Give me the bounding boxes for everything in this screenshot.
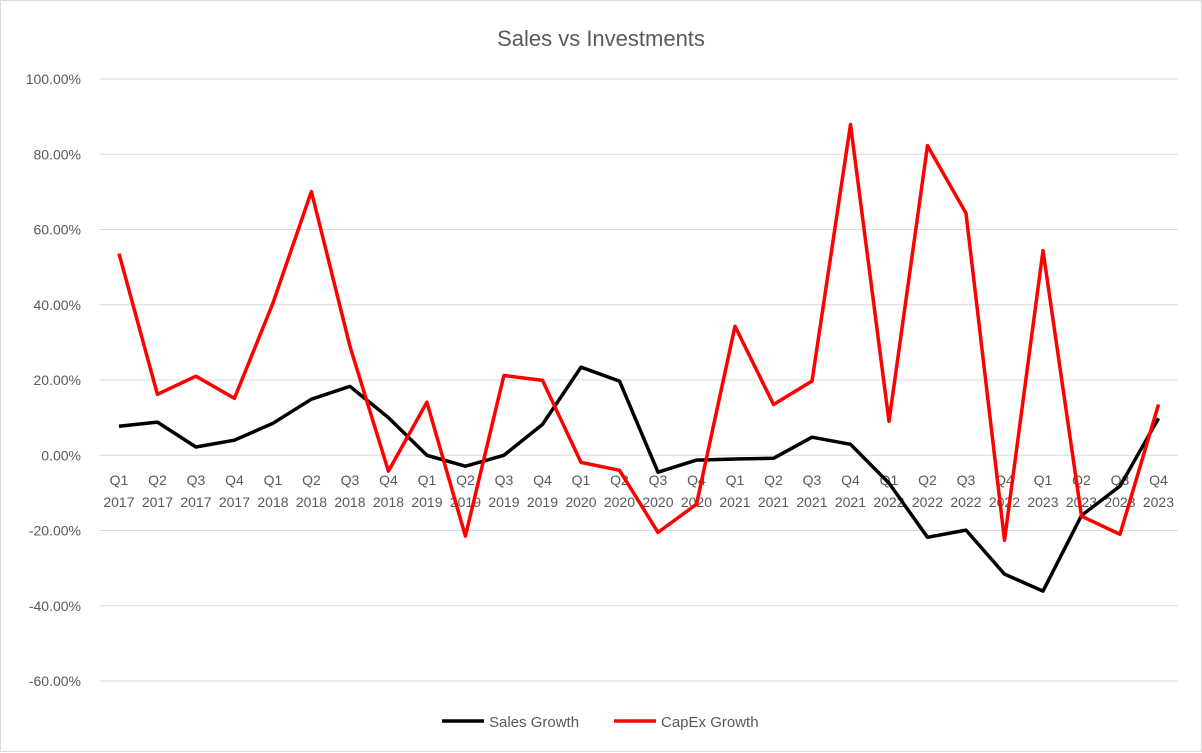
y-tick-label: -20.00% bbox=[29, 523, 81, 539]
x-tick-label: Q2 bbox=[456, 472, 475, 488]
x-tick-label: Q2 bbox=[148, 472, 167, 488]
x-tick-label: Q3 bbox=[341, 472, 360, 488]
x-tick-label: 2017 bbox=[142, 494, 173, 510]
x-tick-label: 2022 bbox=[873, 494, 904, 510]
x-tick-label: Q2 bbox=[918, 472, 937, 488]
x-tick-label: Q3 bbox=[495, 472, 514, 488]
x-tick-label: 2020 bbox=[565, 494, 596, 510]
x-tick-label: 2022 bbox=[950, 494, 981, 510]
x-tick-label: Q4 bbox=[1149, 472, 1168, 488]
x-tick-label: Q1 bbox=[418, 472, 437, 488]
x-tick-label: Q3 bbox=[803, 472, 822, 488]
x-tick-label: 2023 bbox=[1027, 494, 1058, 510]
x-tick-label: Q1 bbox=[726, 472, 745, 488]
y-tick-label: 40.00% bbox=[34, 297, 81, 313]
x-tick-label: Q4 bbox=[841, 472, 860, 488]
legend-item: CapEx Growth bbox=[614, 714, 759, 731]
x-tick-label: 2017 bbox=[180, 494, 211, 510]
x-tick-label: Q1 bbox=[572, 472, 591, 488]
x-tick-label: 2018 bbox=[334, 494, 365, 510]
y-tick-label: 80.00% bbox=[34, 146, 81, 162]
x-tick-label: 2021 bbox=[719, 494, 750, 510]
x-tick-label: Q2 bbox=[764, 472, 783, 488]
legend-label: Sales Growth bbox=[489, 714, 579, 731]
x-tick-label: Q3 bbox=[187, 472, 206, 488]
chart-title: Sales vs Investments bbox=[497, 26, 705, 51]
x-tick-label: 2022 bbox=[989, 494, 1020, 510]
x-tick-label: 2018 bbox=[373, 494, 404, 510]
x-tick-label: 2021 bbox=[796, 494, 827, 510]
legend-label: CapEx Growth bbox=[661, 714, 759, 731]
x-tick-label: Q2 bbox=[302, 472, 321, 488]
x-tick-label: 2018 bbox=[257, 494, 288, 510]
x-tick-label: Q3 bbox=[649, 472, 668, 488]
x-tick-label: 2017 bbox=[219, 494, 250, 510]
legend-item: Sales Growth bbox=[442, 714, 579, 731]
x-tick-label: 2020 bbox=[604, 494, 635, 510]
x-tick-label: Q1 bbox=[264, 472, 283, 488]
y-tick-label: -40.00% bbox=[29, 598, 81, 614]
y-tick-label: 60.00% bbox=[34, 222, 81, 238]
x-tick-label: 2019 bbox=[488, 494, 519, 510]
x-tick-label: 2020 bbox=[642, 494, 673, 510]
x-tick-label: Q4 bbox=[533, 472, 552, 488]
x-tick-label: Q4 bbox=[995, 472, 1014, 488]
y-tick-label: 0.00% bbox=[41, 447, 81, 463]
series-line-sales-growth bbox=[118, 365, 1161, 593]
x-tick-label: Q4 bbox=[225, 472, 244, 488]
y-tick-label: 20.00% bbox=[34, 372, 81, 388]
x-tick-label: 2023 bbox=[1066, 494, 1097, 510]
x-tick-label: 2019 bbox=[411, 494, 442, 510]
x-tick-label: 2019 bbox=[527, 494, 558, 510]
x-tick-label: Q4 bbox=[379, 472, 398, 488]
y-tick-label: 100.00% bbox=[26, 71, 81, 87]
x-tick-label: 2021 bbox=[835, 494, 866, 510]
x-tick-label: Q1 bbox=[110, 472, 129, 488]
y-tick-label: -60.00% bbox=[29, 673, 81, 689]
x-tick-label: Q3 bbox=[957, 472, 976, 488]
series-line-capex-growth bbox=[117, 122, 1161, 543]
x-tick-label: Q1 bbox=[1034, 472, 1053, 488]
x-tick-label: 2023 bbox=[1143, 494, 1174, 510]
x-tick-label: 2018 bbox=[296, 494, 327, 510]
x-tick-label: 2017 bbox=[103, 494, 134, 510]
x-tick-label: 2021 bbox=[758, 494, 789, 510]
x-tick-label: 2022 bbox=[912, 494, 943, 510]
